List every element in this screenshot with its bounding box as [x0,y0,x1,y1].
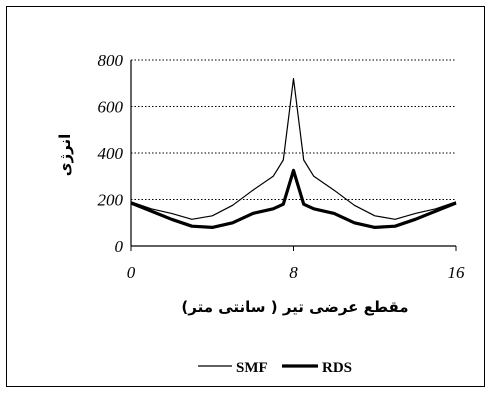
y-tick-label: 0 [115,237,124,256]
legend-label-rds: RDS [322,360,352,376]
axes [130,60,457,251]
chart-frame [6,6,485,387]
x-axis-title: مقطع عرضی تیر ( سانتی متر) [181,298,408,316]
y-tick-label: 400 [98,144,124,163]
legend: SMF RDS [198,360,352,376]
x-tick-label: 0 [127,263,136,282]
tick-labels: 0 200 400 600 800 0 8 16 [98,51,466,282]
x-tick-label: 8 [289,263,298,282]
y-tick-label: 800 [98,51,124,70]
legend-label-smf: SMF [236,360,268,376]
series-line-rds [130,168,457,229]
series-lines [130,77,457,229]
y-axis-title: انرژی [56,134,74,177]
grid-lines [131,59,456,200]
y-tick-label: 200 [98,191,124,210]
x-tick-label: 16 [448,263,466,282]
series-line-smf [130,77,457,220]
y-tick-label: 600 [98,98,124,117]
